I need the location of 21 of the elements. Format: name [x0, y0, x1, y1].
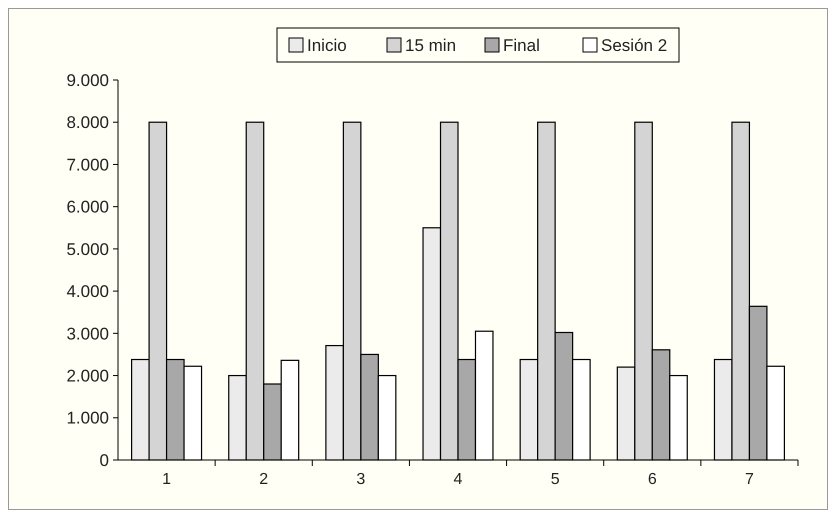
y-tick-label: 2.000: [66, 366, 109, 386]
y-tick-label: 4.000: [66, 282, 109, 302]
y-tick-label: 6.000: [66, 198, 109, 217]
legend-label: Inicio: [307, 36, 347, 55]
x-tick-label: 7: [744, 471, 754, 488]
x-tick-label: 4: [454, 471, 463, 488]
x-tick-label: 5: [550, 471, 560, 488]
y-tick-label: 7.000: [66, 155, 109, 174]
x-tick-label: 6: [648, 471, 657, 488]
x-tick-label: 3: [356, 471, 366, 488]
x-tick-label: 2: [259, 471, 268, 488]
y-tick-label: 9.000: [66, 70, 109, 90]
y-tick-label: 3.000: [66, 324, 109, 344]
legend-label: Final: [503, 36, 540, 55]
y-tick-label: 5.000: [66, 240, 109, 259]
x-tick-label: 1: [162, 471, 172, 488]
y-tick-label: 0: [100, 450, 109, 470]
y-tick-label: 1.000: [66, 408, 109, 428]
legend-label: Sesión 2: [601, 36, 668, 55]
y-tick-label: 8.000: [66, 113, 109, 132]
legend-label: 15 min: [405, 36, 456, 55]
